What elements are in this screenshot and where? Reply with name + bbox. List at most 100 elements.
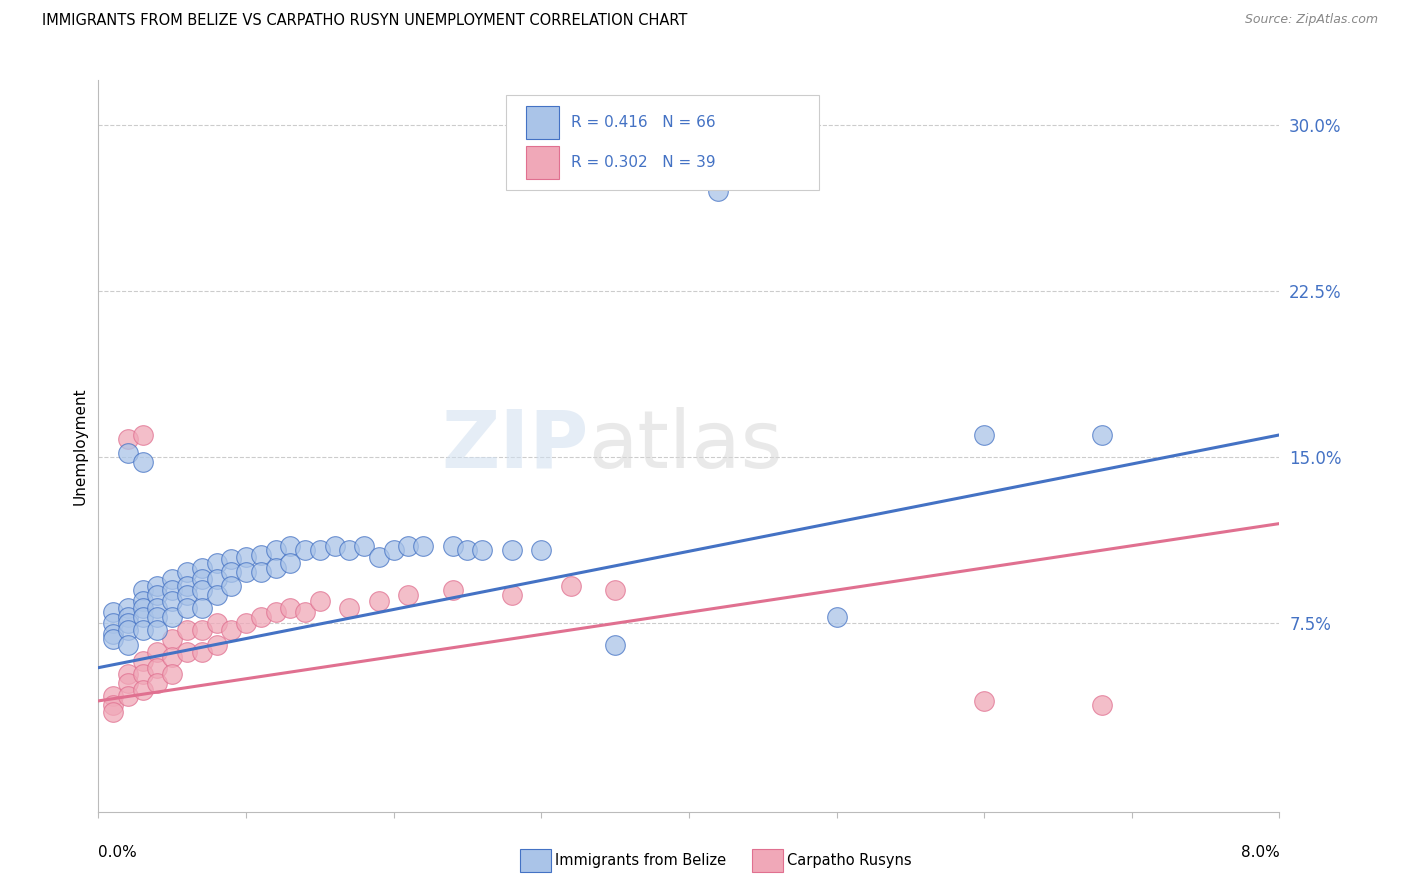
Point [132, 600, 155, 615]
Point [219, 566, 242, 580]
Point [132, 583, 155, 598]
Point [219, 552, 242, 566]
Point [250, 609, 273, 624]
Point [191, 645, 214, 659]
Point [117, 667, 139, 681]
Point [146, 623, 169, 637]
Text: R = 0.416   N = 66: R = 0.416 N = 66 [571, 115, 716, 130]
Point [191, 583, 214, 598]
Bar [526, 106, 560, 139]
Point [146, 645, 169, 659]
Point [117, 639, 139, 653]
Text: atlas: atlas [589, 407, 783, 485]
Point [530, 543, 553, 558]
Point [337, 600, 360, 615]
Point [176, 600, 198, 615]
Point [441, 539, 464, 553]
Text: Carpatho Rusyns: Carpatho Rusyns [787, 854, 912, 868]
Point [191, 561, 214, 575]
Point [367, 549, 389, 564]
Point [132, 454, 155, 468]
Point [132, 428, 155, 442]
Point [973, 428, 995, 442]
Point [1091, 428, 1114, 442]
Point [560, 579, 582, 593]
Text: R = 0.302   N = 39: R = 0.302 N = 39 [571, 155, 716, 170]
Point [471, 543, 494, 558]
Point [162, 609, 183, 624]
Point [294, 605, 316, 619]
Point [176, 645, 198, 659]
Point [250, 548, 273, 562]
Point [219, 623, 242, 637]
Point [264, 543, 287, 558]
Point [162, 583, 183, 598]
Point [235, 549, 257, 564]
Text: Immigrants from Belize: Immigrants from Belize [555, 854, 727, 868]
Point [323, 539, 346, 553]
Point [605, 639, 627, 653]
Point [707, 184, 730, 198]
Point [103, 690, 125, 704]
Point [103, 632, 125, 646]
Point [117, 433, 139, 447]
Point [162, 667, 183, 681]
Point [132, 609, 155, 624]
Point [605, 583, 627, 598]
Point [132, 682, 155, 697]
Point [176, 623, 198, 637]
Point [278, 539, 302, 553]
Point [162, 594, 183, 608]
Point [396, 539, 419, 553]
Point [353, 539, 375, 553]
Y-axis label: Unemployment: Unemployment [72, 387, 87, 505]
Point [205, 572, 228, 586]
Text: 0.0%: 0.0% [98, 845, 138, 860]
Point [337, 543, 360, 558]
Point [205, 587, 228, 601]
Point [412, 539, 434, 553]
Point [176, 579, 198, 593]
Point [973, 694, 995, 708]
Point [367, 594, 389, 608]
Point [103, 627, 125, 641]
Point [103, 705, 125, 719]
Point [103, 698, 125, 713]
Point [235, 566, 257, 580]
Point [191, 572, 214, 586]
Point [441, 583, 464, 598]
Point [162, 649, 183, 664]
Point [103, 605, 125, 619]
Point [162, 572, 183, 586]
Point [825, 609, 848, 624]
Point [501, 543, 523, 558]
Point [396, 587, 419, 601]
Point [146, 676, 169, 690]
Point [205, 639, 228, 653]
Point [117, 445, 139, 459]
Point [264, 561, 287, 575]
Point [278, 600, 302, 615]
Point [132, 623, 155, 637]
Point [146, 609, 169, 624]
Point [103, 616, 125, 631]
Point [308, 543, 332, 558]
Point [132, 594, 155, 608]
Point [219, 579, 242, 593]
Point [146, 600, 169, 615]
Point [162, 632, 183, 646]
Point [117, 623, 139, 637]
Point [132, 654, 155, 668]
Point [176, 587, 198, 601]
Point [501, 587, 523, 601]
Point [308, 594, 332, 608]
Point [191, 600, 214, 615]
Point [294, 543, 316, 558]
Point [191, 623, 214, 637]
Point [456, 543, 478, 558]
Point [117, 609, 139, 624]
Point [146, 587, 169, 601]
Bar [526, 146, 560, 179]
Text: IMMIGRANTS FROM BELIZE VS CARPATHO RUSYN UNEMPLOYMENT CORRELATION CHART: IMMIGRANTS FROM BELIZE VS CARPATHO RUSYN… [42, 13, 688, 29]
Point [117, 676, 139, 690]
